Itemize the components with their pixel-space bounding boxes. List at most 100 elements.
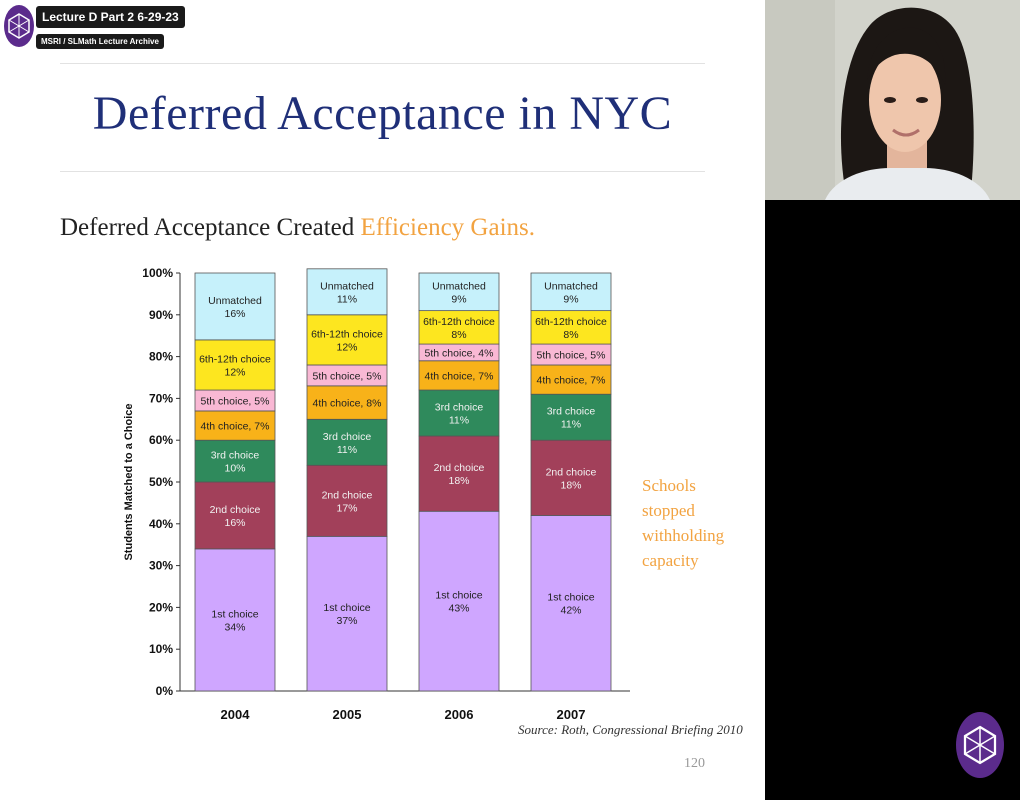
bar-segment [306,535,388,692]
bar-data-label: 11% [449,415,469,427]
schools-note: Schools stopped withholding capacity [642,473,752,573]
bar-data-label: 1st choice [547,592,594,604]
bar-segment [530,364,612,395]
subtitle-plain: Deferred Acceptance Created [60,214,361,241]
empty-video-area [765,200,1020,800]
bar-segment [418,360,500,391]
bar-data-label: Unmatched [544,280,598,292]
bar-data-label: 10% [224,463,245,475]
bar-segment [418,272,500,312]
bar-data-label: Unmatched [320,280,374,292]
bar-segment [306,385,388,420]
note-line: withholding [642,526,725,545]
bar-segment [418,310,500,345]
bar-segment [530,393,612,441]
y-tick-label: 50% [149,475,173,489]
archive-badge: MSRI / SLMath Lecture Archive [36,34,164,49]
bar-data-label: 8% [563,329,578,341]
bar-data-label: 1st choice [435,590,482,602]
slmath-watermark-icon [956,712,1004,778]
bar-data-label: 3rd choice [547,406,596,418]
bar-segment [194,410,276,441]
bar-data-label: 4th choice, 7% [537,375,606,387]
bar-data-label: 5th choice, 5% [313,370,382,382]
speaker-video [765,0,1020,200]
bar-data-label: 3rd choice [323,431,372,443]
y-tick-label: 60% [149,433,173,447]
note-line: Schools [642,476,696,495]
bar-segment [306,464,388,537]
bar-data-label: 5th choice, 4% [425,347,494,359]
bar-data-label: 11% [337,293,357,305]
bar-data-label: 6th-12th choice [423,316,495,328]
slide-title: Deferred Acceptance in NYC [92,87,673,140]
title-divider [60,171,705,172]
subtitle-highlight: Efficiency Gains. [360,214,535,241]
bar-data-label: 12% [336,341,357,353]
bar-segment [306,418,388,466]
bar-segment [306,314,388,366]
y-tick-label: 20% [149,600,173,614]
bar-segment [530,310,612,345]
slide-subtitle: Deferred Acceptance Created Efficiency G… [60,214,535,242]
bar-data-label: 16% [224,517,245,529]
bar-data-label: Unmatched [208,295,262,307]
bar-data-label: 9% [563,293,578,305]
bar-segment [530,272,612,312]
source-citation: Source: Roth, Congressional Briefing 201… [518,722,743,737]
watermark-glyph [963,725,997,765]
y-tick-label: 100% [142,266,173,280]
bar-data-label: 18% [448,475,469,487]
page-number: 120 [684,756,705,771]
bar-data-label: 17% [336,502,357,514]
y-tick-label: 80% [149,350,173,364]
bar-data-label: 11% [561,419,581,431]
x-tick-label: 2006 [445,707,474,722]
x-tick-label: 2007 [557,707,586,722]
bar-data-label: 4th choice, 8% [313,398,382,410]
bar-data-label: 16% [224,308,245,320]
y-tick-label: 0% [156,684,174,698]
bar-segment [306,268,388,316]
bar-data-label: 37% [336,615,357,627]
bar-segment [418,435,500,512]
bar-data-label: 34% [224,621,245,633]
bar-segment [418,510,500,692]
bar-data-label: 43% [448,603,469,615]
bar-segment [194,548,276,692]
note-line: stopped [642,501,695,520]
bar-data-label: 8% [451,329,466,341]
bar-segment [194,439,276,483]
bar-data-label: 11% [337,444,357,456]
bar-data-label: 9% [451,293,466,305]
y-tick-label: 10% [149,642,173,656]
bar-segment [194,339,276,391]
top-divider [60,63,705,64]
bar-data-label: 1st choice [211,608,258,620]
bar-data-label: 2nd choice [434,462,485,474]
logo-glyph [8,13,30,39]
bar-data-label: 6th-12th choice [199,353,271,365]
y-axis-label: Students Matched to a Choice [123,403,135,560]
bar-data-label: 1st choice [323,602,370,614]
video-title-badge: Lecture D Part 2 6-29-23 [36,6,185,28]
bar-data-label: 2nd choice [322,489,373,501]
bar-data-label: 6th-12th choice [535,316,607,328]
x-tick-label: 2004 [221,707,251,722]
bar-data-label: 6th-12th choice [311,328,383,340]
bar-segment [194,272,276,341]
bar-data-label: 42% [560,605,581,617]
y-tick-label: 90% [149,308,173,322]
bar-data-label: 12% [224,366,245,378]
bar-data-label: 3rd choice [435,402,484,414]
bar-data-label: 3rd choice [211,450,260,462]
x-tick-label: 2005 [333,707,362,722]
slide: Deferred Acceptance in NYC Deferred Acce… [0,0,765,800]
bar-data-label: Unmatched [432,280,486,292]
bar-data-label: 4th choice, 7% [425,370,494,382]
bar-segment [530,439,612,516]
y-tick-label: 40% [149,517,173,531]
y-tick-label: 70% [149,391,173,405]
bar-data-label: 5th choice, 5% [201,395,270,407]
stacked-bar-chart: 0% 10% 20% 30% 40% 50% 60% 70% 80% 90% 100% Student… [123,266,630,722]
